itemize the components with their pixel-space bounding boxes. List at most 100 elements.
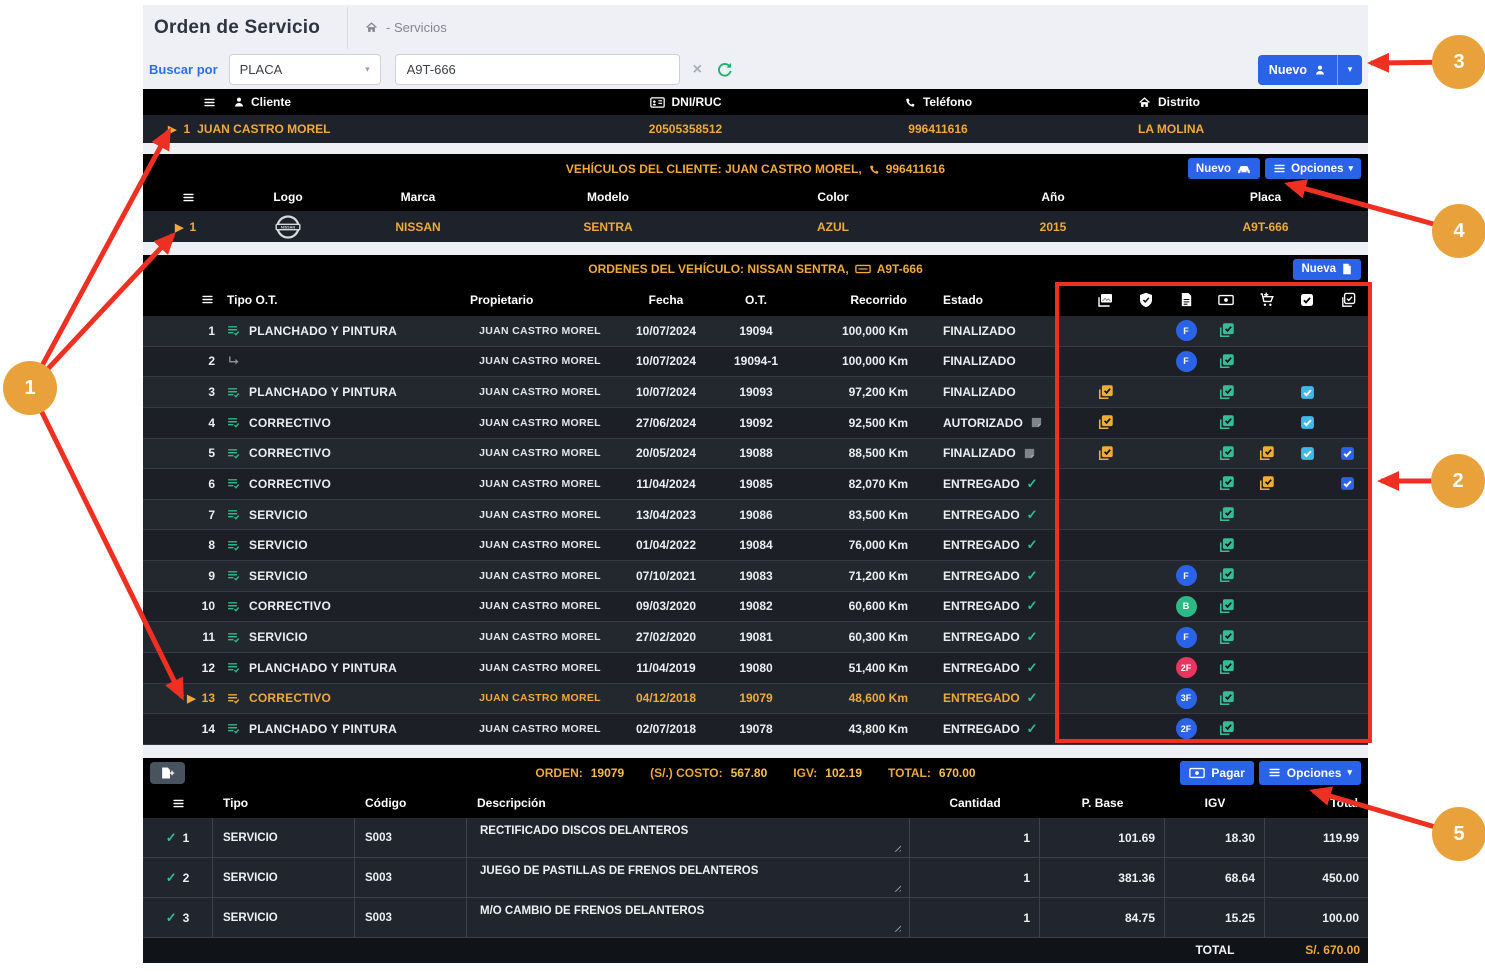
- client-row[interactable]: ▶ 1 JUAN CASTRO MOREL 20505358512 996411…: [143, 115, 1368, 143]
- order-type-icon: [227, 569, 240, 582]
- new-client-split-button: Nuevo ▾: [1257, 54, 1362, 85]
- photos-status-icon[interactable]: [1097, 384, 1114, 401]
- photos-status-icon[interactable]: [1097, 414, 1114, 431]
- add-document-button[interactable]: [150, 761, 185, 784]
- list-icon[interactable]: [201, 293, 214, 306]
- order-type: PLANCHADO Y PINTURA: [249, 385, 398, 400]
- check-square-icon: [1300, 293, 1314, 307]
- new-order-button[interactable]: Nueva: [1293, 258, 1361, 280]
- description-textarea[interactable]: JUEGO DE PASTILLAS DE FRENOS DELANTEROS: [473, 862, 903, 894]
- delivered-check-icon: ✓: [1026, 690, 1038, 706]
- invoice-badge[interactable]: F: [1175, 626, 1197, 648]
- detail-row[interactable]: ✓ 2 SERVICIO S003 JUEGO DE PASTILLAS DE FREN…: [143, 857, 1368, 898]
- check-cyan-icon[interactable]: [1300, 385, 1315, 400]
- resize-handle[interactable]: [892, 842, 901, 852]
- detail-options-button[interactable]: Opciones ▾: [1258, 760, 1361, 785]
- check-blue-icon[interactable]: [1340, 446, 1355, 461]
- expand-arrow-icon: ▶: [168, 123, 177, 136]
- search-input[interactable]: [394, 54, 680, 85]
- order-row[interactable]: 1 PLANCHADO Y PINTURA JUAN CASTRO MOREL 10/…: [143, 316, 1368, 347]
- order-row[interactable]: 10 CORRECTIVO JUAN CASTRO MOREL 09/03/2020 1…: [143, 591, 1368, 623]
- payment-status-icon[interactable]: [1218, 384, 1235, 401]
- annotation-badge-2: 2: [1431, 454, 1485, 508]
- brand-col-label: Marca: [400, 190, 436, 204]
- order-row[interactable]: 9 SERVICIO JUAN CASTRO MOREL 07/10/2021 1908…: [143, 561, 1368, 592]
- client-district: LA MOLINA: [1138, 122, 1205, 136]
- item-code: S003: [355, 857, 467, 898]
- order-row[interactable]: 4 CORRECTIVO JUAN CASTRO MOREL 27/06/2024 19…: [143, 407, 1368, 439]
- home-icon[interactable]: [365, 21, 378, 34]
- invoice-badge[interactable]: 2F: [1175, 718, 1197, 740]
- pay-button[interactable]: Pagar: [1180, 760, 1254, 785]
- purchase-status-icon[interactable]: [1258, 445, 1275, 462]
- detail-row[interactable]: ✓ 1 SERVICIO S003 RECTIFICADO DISCOS DELANTE…: [143, 817, 1368, 858]
- shield-check-icon: [1138, 292, 1154, 308]
- new-vehicle-button[interactable]: Nuevo: [1187, 158, 1261, 179]
- purchase-status-icon[interactable]: [1258, 475, 1275, 492]
- order-number: 19088: [739, 446, 773, 461]
- order-number: 19086: [739, 507, 773, 522]
- vehicle-options-button[interactable]: Opciones ▾: [1265, 158, 1361, 179]
- order-row-number: 3: [208, 385, 215, 400]
- invoice-badge[interactable]: F: [1175, 565, 1197, 587]
- payment-status-icon[interactable]: [1218, 322, 1235, 339]
- vehicle-plate: A9T-666: [1242, 220, 1289, 234]
- photos-status-icon[interactable]: [1097, 445, 1114, 462]
- delivered-check-icon: ✓: [1026, 659, 1038, 675]
- order-date: 13/04/2023: [635, 507, 697, 522]
- payment-status-icon[interactable]: [1218, 598, 1235, 615]
- order-row[interactable]: 2 JUAN CASTRO MOREL 10/07/2024 19094-1 100,0…: [143, 346, 1368, 378]
- resize-handle[interactable]: [892, 922, 901, 932]
- payment-status-icon[interactable]: [1218, 445, 1235, 462]
- payment-status-icon[interactable]: [1218, 629, 1235, 646]
- check-cyan-icon[interactable]: [1300, 415, 1315, 430]
- invoice-badge[interactable]: B: [1175, 595, 1197, 617]
- detail-row[interactable]: ✓ 3 SERVICIO S003 M/O CAMBIO DE FRENOS DELAN…: [143, 897, 1368, 938]
- invoice-badge[interactable]: 3F: [1175, 687, 1197, 709]
- payment-status-icon[interactable]: [1218, 537, 1235, 554]
- list-icon[interactable]: [182, 191, 195, 204]
- selected-row-marker: ▶: [187, 692, 196, 705]
- payment-status-icon[interactable]: [1218, 475, 1235, 492]
- vehicle-row[interactable]: ▶ 1 NISSAN NISSAN SENTRA AZUL 2015 A9T-6…: [143, 212, 1368, 242]
- order-row[interactable]: 11 SERVICIO JUAN CASTRO MOREL 27/02/2020 190…: [143, 622, 1368, 653]
- search-type-select[interactable]: PLACA ▾: [228, 54, 381, 85]
- invoice-badge[interactable]: F: [1175, 320, 1197, 342]
- list-icon[interactable]: [172, 797, 185, 810]
- order-row[interactable]: 7 SERVICIO JUAN CASTRO MOREL 13/04/2023 1908…: [143, 499, 1368, 531]
- order-mileage: 82,070 Km: [848, 476, 908, 491]
- resize-handle[interactable]: [892, 882, 901, 892]
- clear-search-icon[interactable]: ×: [692, 60, 702, 78]
- list-icon[interactable]: [203, 96, 216, 109]
- order-row-number: 11: [202, 630, 215, 645]
- check-blue-icon[interactable]: [1340, 476, 1355, 491]
- invoice-badge[interactable]: 2F: [1175, 657, 1197, 679]
- invoice-badge[interactable]: F: [1175, 350, 1197, 372]
- order-row[interactable]: 12 PLANCHADO Y PINTURA JUAN CASTRO MOREL 11…: [143, 652, 1368, 684]
- order-row[interactable]: ▶ 13 CORRECTIVO JUAN CASTRO MOREL 04/12/2018…: [143, 683, 1368, 715]
- order-row[interactable]: 5 CORRECTIVO JUAN CASTRO MOREL 20/05/2024 19…: [143, 438, 1368, 470]
- payment-status-icon[interactable]: [1218, 506, 1235, 523]
- order-row[interactable]: 3 PLANCHADO Y PINTURA JUAN CASTRO MOREL 10/…: [143, 377, 1368, 408]
- new-client-caret[interactable]: ▾: [1337, 54, 1362, 85]
- payment-status-icon[interactable]: [1218, 567, 1235, 584]
- refresh-icon[interactable]: [716, 61, 733, 78]
- annotation-badge-1: 1: [3, 361, 57, 415]
- order-row[interactable]: 14 PLANCHADO Y PINTURA JUAN CASTRO MOREL 02…: [143, 714, 1368, 745]
- description-textarea[interactable]: M/O CAMBIO DE FRENOS DELANTEROS: [473, 902, 903, 934]
- payment-status-icon[interactable]: [1218, 690, 1235, 707]
- order-mileage: 48,600 Km: [848, 691, 908, 706]
- detail-table-footer: TOTAL S/. 670.00: [143, 937, 1368, 963]
- payment-status-icon[interactable]: [1218, 659, 1235, 676]
- order-date: 20/05/2024: [635, 446, 697, 461]
- item-description: JUEGO DE PASTILLAS DE FRENOS DELANTEROS: [480, 864, 759, 877]
- payment-status-icon[interactable]: [1218, 414, 1235, 431]
- new-client-button[interactable]: Nuevo: [1257, 54, 1337, 85]
- check-cyan-icon[interactable]: [1300, 446, 1315, 461]
- payment-status-icon[interactable]: [1218, 353, 1235, 370]
- payment-status-icon[interactable]: [1218, 720, 1235, 737]
- order-row[interactable]: 6 CORRECTIVO JUAN CASTRO MOREL 11/04/2024 19…: [143, 469, 1368, 500]
- order-row[interactable]: 8 SERVICIO JUAN CASTRO MOREL 01/04/2022 1908…: [143, 530, 1368, 561]
- description-textarea[interactable]: RECTIFICADO DISCOS DELANTEROS: [473, 822, 903, 854]
- model-col-label: Modelo: [587, 190, 629, 204]
